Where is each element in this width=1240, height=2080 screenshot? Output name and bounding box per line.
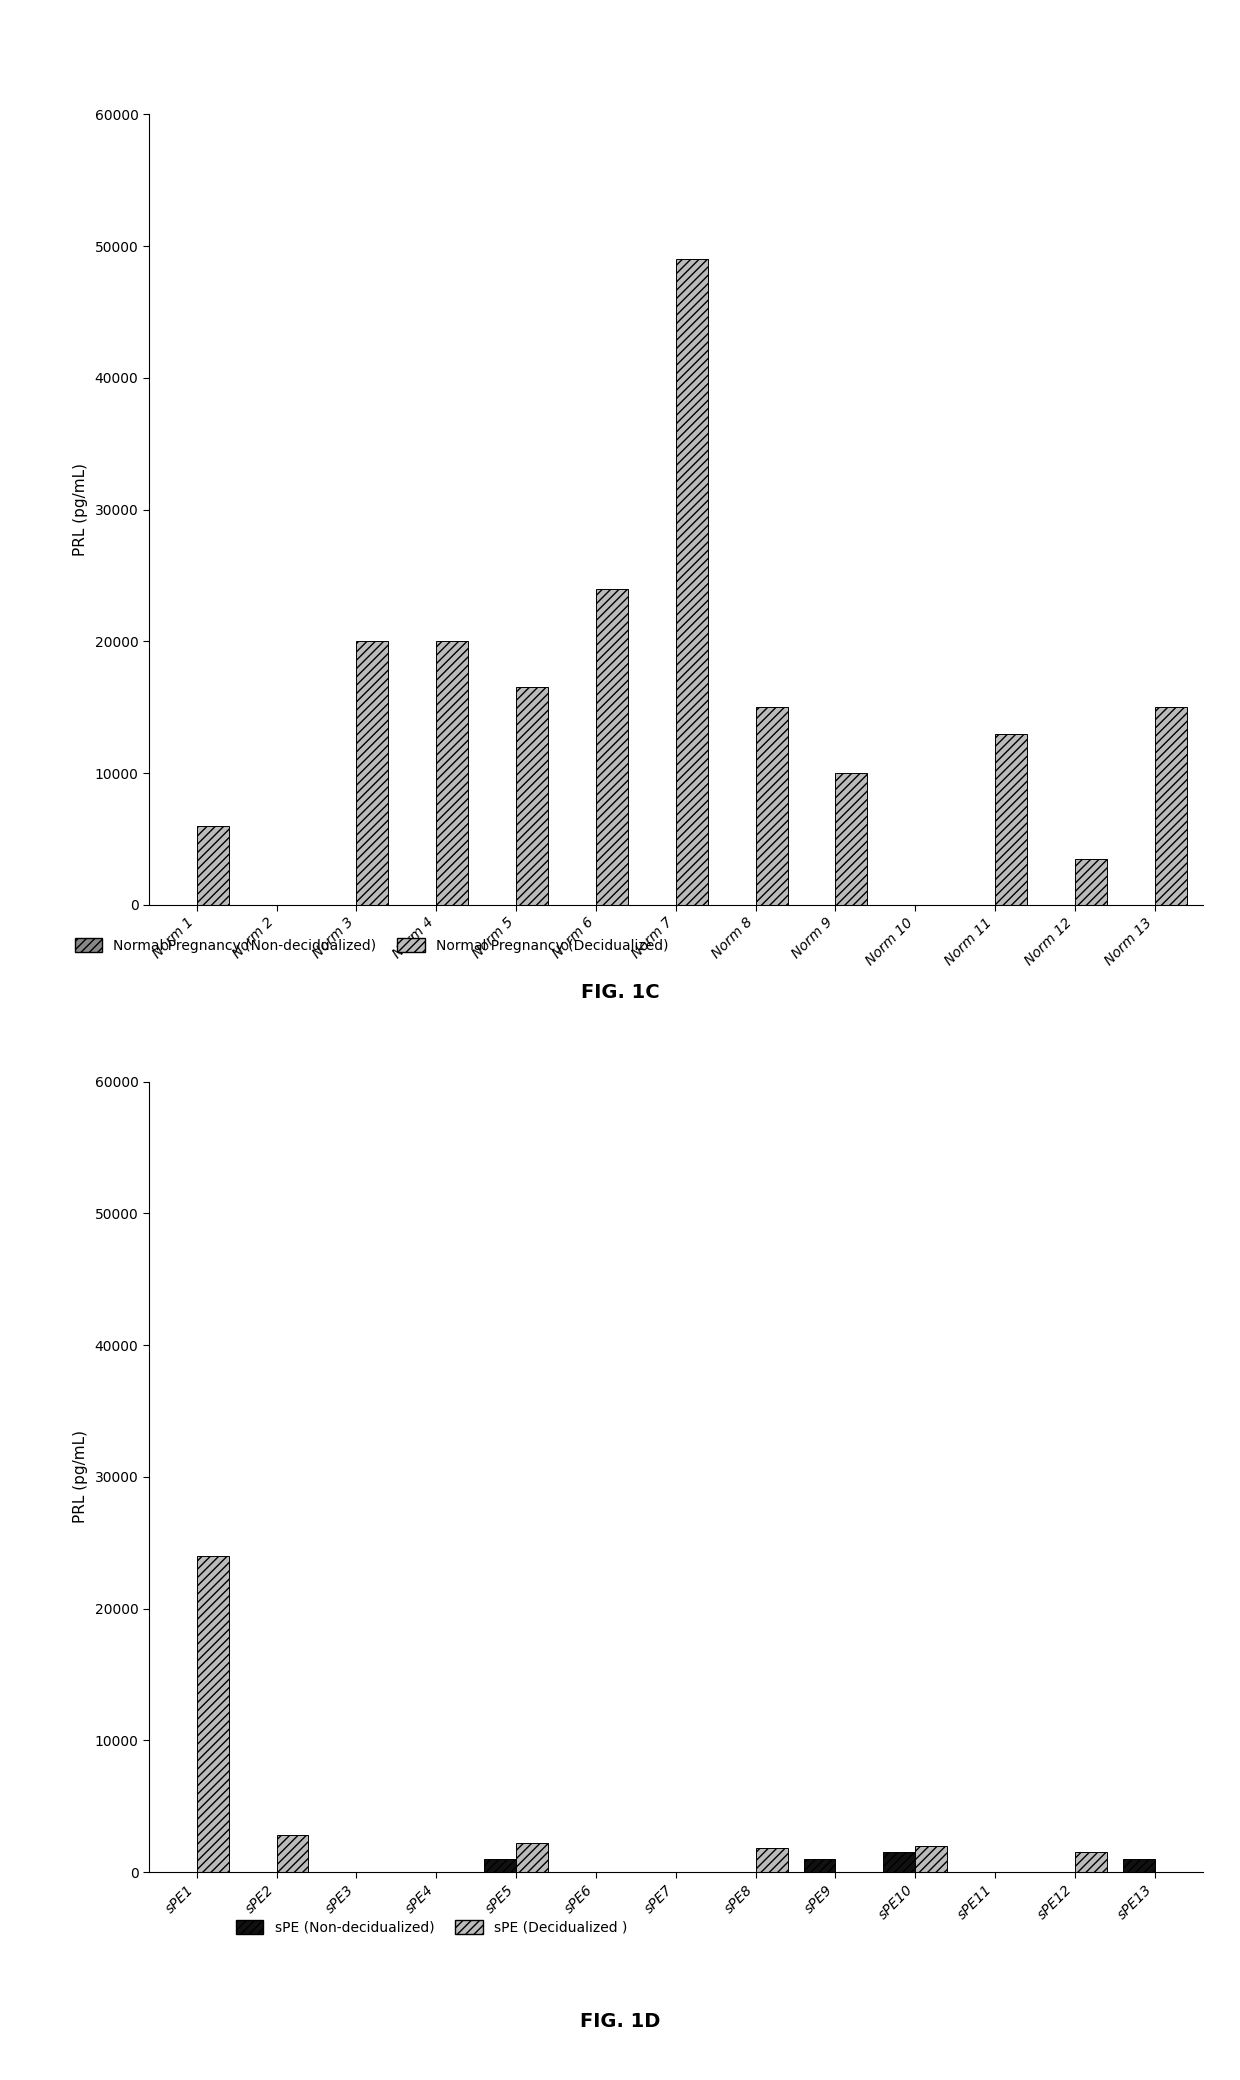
- Bar: [1123, 1860, 1154, 1872]
- Y-axis label: PRL (pg/mL): PRL (pg/mL): [73, 1431, 88, 1523]
- Bar: [883, 1851, 915, 1872]
- Bar: [755, 1849, 787, 1872]
- Bar: [197, 826, 228, 905]
- Bar: [1075, 859, 1107, 905]
- Bar: [516, 686, 548, 905]
- Bar: [436, 641, 469, 905]
- Bar: [1075, 1851, 1107, 1872]
- Text: FIG. 1D: FIG. 1D: [580, 2011, 660, 2032]
- Bar: [484, 1860, 516, 1872]
- Bar: [676, 260, 708, 905]
- Bar: [356, 641, 388, 905]
- Bar: [516, 1843, 548, 1872]
- Bar: [197, 1556, 228, 1872]
- Bar: [755, 707, 787, 905]
- Bar: [1154, 707, 1187, 905]
- Bar: [836, 774, 868, 905]
- Bar: [996, 734, 1027, 905]
- Bar: [915, 1845, 947, 1872]
- Text: FIG. 1C: FIG. 1C: [580, 982, 660, 1003]
- Legend: sPE (Non-decidualized), sPE (Decidualized ): sPE (Non-decidualized), sPE (Decidualize…: [231, 1914, 632, 1941]
- Bar: [804, 1860, 836, 1872]
- Bar: [596, 589, 627, 905]
- Legend: Normal Pregnancy (Non-decidualized), Normal Pregnancy (Decidualized): Normal Pregnancy (Non-decidualized), Nor…: [69, 932, 675, 959]
- Y-axis label: PRL (pg/mL): PRL (pg/mL): [73, 464, 88, 555]
- Bar: [277, 1835, 309, 1872]
